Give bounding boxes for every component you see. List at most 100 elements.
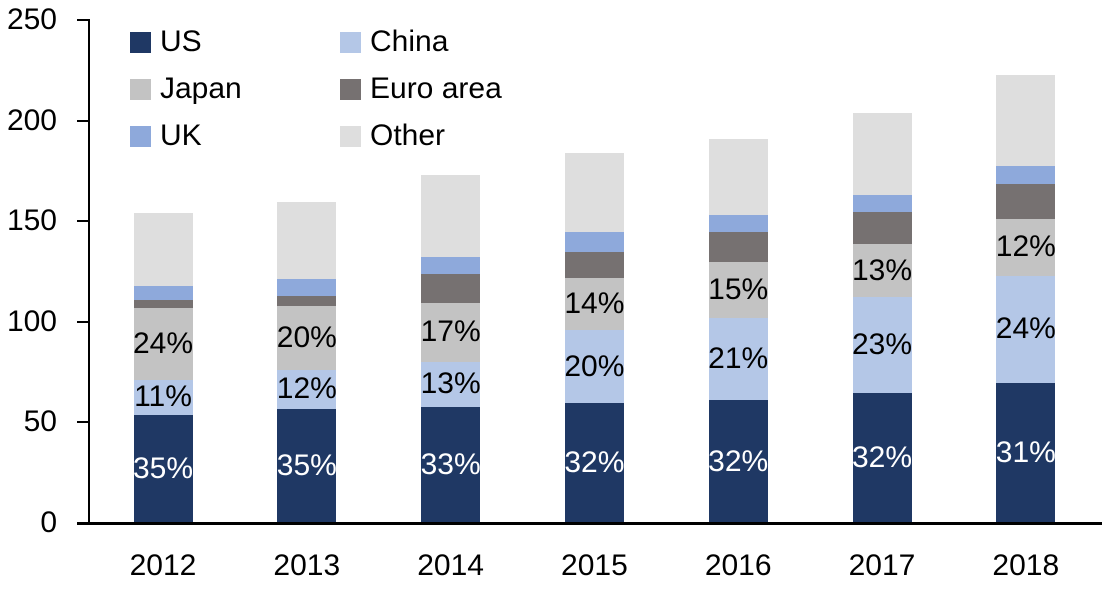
bar-segment-uk [996, 166, 1056, 184]
bar-segment-label-china: 20% [564, 349, 625, 383]
legend-swatch-us [130, 31, 151, 53]
bar-segment-euro-area [852, 212, 912, 245]
bar-segment-china [277, 369, 337, 409]
bar-segment-us [564, 403, 624, 523]
bar-segment-japan [133, 307, 193, 380]
bar-segment-uk [421, 257, 481, 274]
y-axis-label: 150 [6, 204, 57, 238]
y-axis-label: 0 [40, 506, 57, 539]
bar-segment-japan [564, 278, 624, 331]
legend-label-japan: Japan [160, 72, 242, 105]
y-axis-tick [77, 220, 90, 223]
bar-segment-china [708, 317, 768, 401]
y-axis-tick [77, 320, 90, 323]
bar-segment-label-china: 11% [134, 380, 192, 414]
bar-segment-uk [277, 278, 337, 296]
bar-segment-other [852, 113, 912, 196]
x-axis-line [77, 522, 1102, 525]
bar-segment-uk [708, 215, 768, 233]
bar-segment-euro-area [564, 252, 624, 279]
bar-segment-us [421, 406, 481, 523]
x-axis-label: 2012 [129, 549, 197, 582]
bar-segment-label-us: 35% [132, 451, 194, 485]
y-axis-label: 100 [6, 304, 57, 338]
bar-segment-japan [421, 302, 481, 362]
bar-segment-euro-area [277, 295, 337, 306]
legend-swatch-japan [130, 78, 151, 100]
bar-segment-us [708, 400, 768, 523]
legend-label-other: Other [370, 119, 446, 152]
x-axis-label: 2016 [704, 549, 772, 582]
legend-swatch-china [340, 31, 361, 53]
bar-segment-us [852, 393, 912, 523]
y-axis-tick [77, 421, 90, 424]
bar-segment-euro-area [708, 232, 768, 263]
bar-segment-uk [564, 232, 624, 253]
legend-label-uk: UK [160, 119, 202, 152]
bar-segment-label-japan: 24% [132, 326, 194, 360]
bar-segment-japan [708, 262, 768, 318]
bar-segment-uk [852, 195, 912, 213]
bar-segment-label-japan: 17% [420, 315, 481, 349]
bar-segment-other [564, 153, 624, 233]
legend-swatch-uk [130, 125, 151, 147]
bar-segment-euro-area [421, 273, 481, 303]
y-axis-label: 250 [6, 3, 57, 36]
bar-segment-label-us: 32% [564, 446, 625, 480]
bar-segment-label-japan: 14% [564, 287, 625, 321]
bar-segment-label-china: 13% [420, 367, 481, 401]
bar-segment-us [996, 382, 1056, 523]
bar-segment-other [996, 75, 1056, 167]
legend-item-us: US [130, 27, 202, 57]
bar-segment-china [133, 379, 193, 415]
bar-segment-label-china: 24% [995, 312, 1056, 346]
x-axis-label: 2015 [561, 549, 628, 582]
x-axis-label: 2018 [992, 549, 1060, 582]
y-axis-line [88, 20, 90, 523]
bar-segment-label-us: 32% [851, 441, 913, 474]
legend-label-euro-area: Euro area [370, 72, 502, 105]
legend-item-other: Other [340, 121, 445, 151]
bar-segment-us [277, 408, 337, 523]
bar-segment-japan [852, 244, 912, 298]
bar-segment-uk [133, 285, 193, 300]
bar-segment-label-japan: 12% [995, 230, 1056, 264]
bar-segment-label-japan: 13% [851, 253, 913, 287]
bar-segment-euro-area [133, 299, 193, 308]
bar-segment-other [708, 139, 768, 216]
legend-swatch-euro-area [340, 78, 361, 100]
y-axis-label: 200 [6, 103, 57, 137]
legend-item-euro-area: Euro area [340, 74, 502, 104]
bar-segment-label-us: 35% [276, 448, 337, 482]
bar-segment-china [564, 330, 624, 404]
bar-segment-label-china: 23% [851, 328, 913, 362]
bar-segment-japan [996, 218, 1056, 276]
bar-segment-other [277, 201, 337, 279]
bar-segment-label-japan: 15% [708, 273, 769, 306]
x-axis-label: 2013 [273, 549, 341, 582]
bar-segment-japan [277, 305, 337, 370]
bar-segment-label-japan: 20% [276, 320, 337, 354]
bar-segment-euro-area [996, 183, 1056, 219]
y-axis-tick [77, 19, 90, 21]
bar-segment-other [421, 174, 481, 257]
bar-segment-other [133, 212, 193, 286]
x-axis-label: 2014 [417, 549, 484, 582]
bar-segment-label-china: 12% [276, 372, 337, 406]
legend-item-uk: UK [130, 121, 202, 151]
bar-segment-label-us: 31% [995, 435, 1056, 469]
x-axis-label: 2017 [848, 549, 916, 582]
legend-item-china: China [340, 27, 448, 57]
y-axis-tick [77, 119, 90, 122]
bar-segment-label-us: 32% [708, 444, 769, 478]
bar-segment-label-us: 33% [420, 447, 481, 481]
bar-segment-china [852, 297, 912, 394]
legend-item-japan: Japan [130, 74, 242, 104]
legend-swatch-other [340, 125, 361, 147]
bar-segment-china [996, 275, 1056, 383]
bar-segment-china [421, 361, 481, 407]
bar-segment-label-china: 21% [708, 342, 769, 376]
legend-label-us: US [160, 25, 202, 58]
legend-label-china: China [370, 25, 449, 58]
